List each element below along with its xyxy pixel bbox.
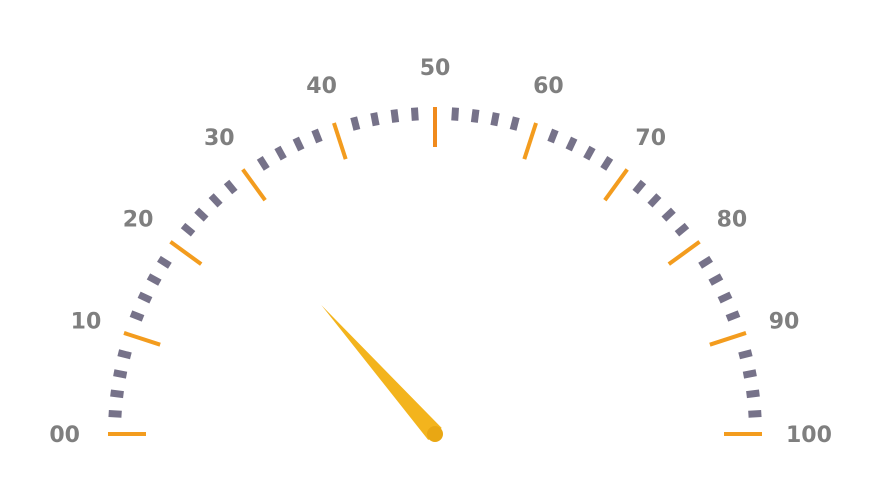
major-tick	[667, 240, 701, 266]
minor-tick	[674, 222, 690, 237]
minor-tick	[108, 409, 122, 418]
minor-tick	[370, 112, 380, 127]
minor-tick	[129, 310, 145, 322]
gauge-needle	[321, 304, 442, 440]
major-tick	[241, 168, 267, 202]
major-tick	[332, 122, 348, 160]
minor-tick	[113, 369, 128, 379]
minor-tick	[583, 145, 596, 161]
minor-tick	[350, 116, 361, 131]
minor-tick	[661, 207, 676, 222]
major-tick	[709, 331, 747, 347]
minor-tick	[208, 193, 223, 208]
minor-tick	[742, 369, 757, 379]
minor-tick	[746, 389, 760, 399]
tick-label: 60	[533, 74, 564, 99]
minor-tick	[110, 389, 124, 399]
minor-tick	[698, 255, 713, 269]
minor-tick	[157, 255, 172, 269]
minor-tick	[547, 128, 559, 144]
ticks-layer	[108, 107, 762, 436]
minor-tick	[410, 107, 419, 121]
needle-layer	[321, 304, 443, 442]
major-tick	[522, 122, 538, 160]
major-tick	[123, 331, 161, 347]
minor-tick	[137, 291, 153, 304]
tick-label: 40	[306, 74, 337, 99]
minor-tick	[311, 128, 323, 144]
tick-label: 100	[786, 423, 832, 448]
minor-tick	[146, 273, 162, 286]
needle-hub	[427, 426, 443, 442]
tick-labels-layer: 00 10 20 30 40 50 60 70 80 90 100	[49, 56, 832, 448]
tick-label: 90	[769, 310, 800, 335]
minor-tick	[490, 112, 500, 127]
minor-tick	[180, 222, 196, 237]
minor-tick	[390, 109, 400, 123]
minor-tick	[256, 156, 270, 171]
minor-tick	[509, 116, 520, 131]
tick-label: 10	[71, 310, 102, 335]
minor-tick	[725, 310, 741, 322]
minor-tick	[565, 136, 578, 152]
minor-tick	[748, 409, 762, 418]
minor-tick	[470, 109, 480, 123]
minor-tick	[600, 156, 614, 171]
minor-tick	[717, 291, 733, 304]
minor-tick	[292, 136, 305, 152]
minor-tick	[117, 349, 132, 360]
tick-label: 30	[204, 126, 235, 151]
minor-tick	[738, 349, 753, 360]
minor-tick	[451, 107, 460, 121]
tick-label: 20	[123, 207, 154, 232]
major-tick	[603, 168, 629, 202]
tick-label: 70	[635, 126, 666, 151]
tick-label: 50	[420, 56, 451, 81]
tick-label: 80	[717, 207, 748, 232]
minor-tick	[632, 179, 647, 195]
minor-tick	[223, 179, 238, 195]
major-tick	[169, 240, 203, 266]
minor-tick	[274, 145, 287, 161]
minor-tick	[708, 273, 724, 286]
minor-tick	[194, 207, 209, 222]
tick-label: 00	[49, 423, 80, 448]
minor-tick	[647, 193, 662, 208]
